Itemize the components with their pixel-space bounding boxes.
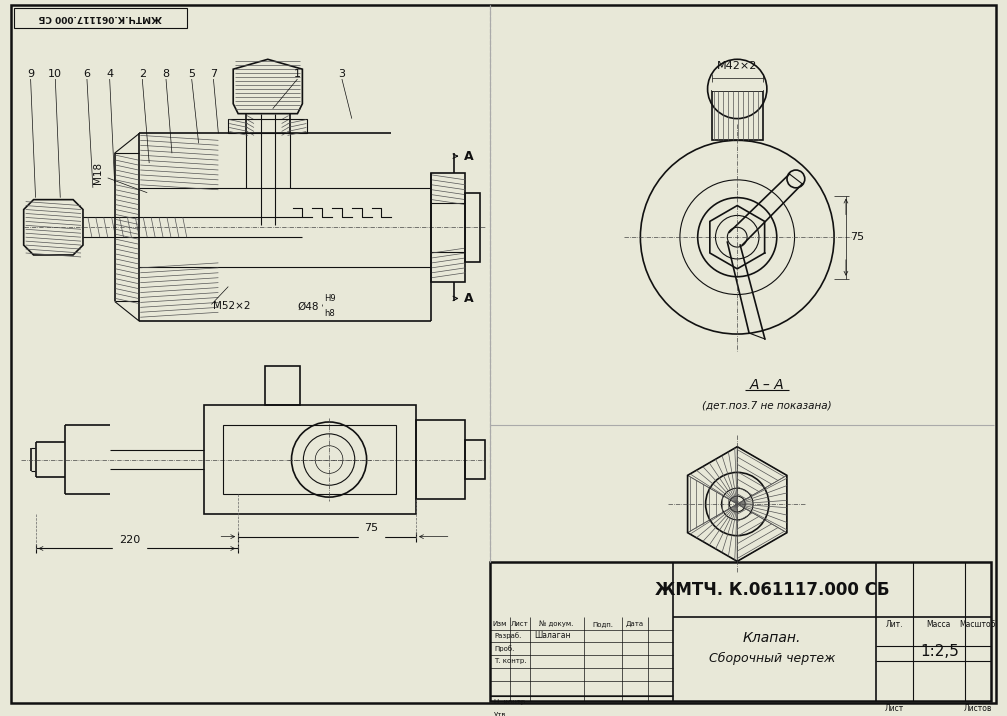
Bar xyxy=(465,440,485,479)
Text: М18: М18 xyxy=(93,162,103,184)
Bar xyxy=(229,119,307,133)
Text: Подп.: Подп. xyxy=(592,621,613,626)
Text: 2: 2 xyxy=(139,69,146,79)
Text: 3: 3 xyxy=(338,69,345,79)
Bar xyxy=(14,8,186,28)
Text: 7: 7 xyxy=(209,69,217,79)
Bar xyxy=(465,193,480,262)
Text: Листов: Листов xyxy=(964,704,992,713)
Bar xyxy=(203,405,416,514)
Text: Шалаган: Шалаган xyxy=(535,631,571,640)
Bar xyxy=(265,366,300,405)
Text: Изм: Изм xyxy=(492,621,508,626)
Text: М42×2: М42×2 xyxy=(717,61,757,71)
Bar xyxy=(712,91,763,140)
Text: Лист: Лист xyxy=(511,621,529,626)
Text: Ø48: Ø48 xyxy=(297,301,319,311)
Text: ЖМТЧ.К.061117.000 СБ: ЖМТЧ.К.061117.000 СБ xyxy=(38,14,161,22)
Text: № докум.: № докум. xyxy=(539,620,574,627)
Text: 4: 4 xyxy=(106,69,113,79)
Text: Н. контр.: Н. контр. xyxy=(494,699,528,705)
Bar xyxy=(224,425,397,494)
Text: А – А: А – А xyxy=(749,379,784,392)
Text: 220: 220 xyxy=(119,535,140,545)
Text: 6: 6 xyxy=(84,69,91,79)
Text: 75: 75 xyxy=(365,523,379,533)
Bar xyxy=(490,562,991,701)
Text: Т. контр.: Т. контр. xyxy=(494,658,527,664)
Bar xyxy=(416,420,465,499)
Text: Лит.: Лит. xyxy=(885,620,903,629)
Bar xyxy=(431,173,465,281)
Text: А: А xyxy=(463,150,473,163)
Text: Разраб.: Разраб. xyxy=(494,632,522,639)
Text: 75: 75 xyxy=(850,232,864,242)
Text: Сборочный чертеж: Сборочный чертеж xyxy=(709,652,835,664)
Text: А: А xyxy=(463,292,473,305)
Text: Масштоб: Масштоб xyxy=(960,620,996,629)
Text: Лист: Лист xyxy=(885,704,904,713)
Text: 8: 8 xyxy=(162,69,169,79)
Text: 5: 5 xyxy=(188,69,195,79)
Text: М52×2: М52×2 xyxy=(213,301,251,311)
Text: 1:2,5: 1:2,5 xyxy=(920,644,960,659)
Text: Клапан.: Клапан. xyxy=(742,632,801,645)
Text: Дата: Дата xyxy=(625,621,643,626)
Text: Масса: Масса xyxy=(926,620,951,629)
Text: 9: 9 xyxy=(27,69,34,79)
Bar xyxy=(712,89,763,91)
Text: (дет.поз.7 не показана): (дет.поз.7 не показана) xyxy=(702,400,832,410)
Text: ЖМТЧ. К.061117.000 СБ: ЖМТЧ. К.061117.000 СБ xyxy=(655,581,889,599)
Text: Проб.: Проб. xyxy=(494,645,515,652)
Text: 10: 10 xyxy=(48,69,62,79)
Text: Утв: Утв xyxy=(494,712,507,716)
Text: H9: H9 xyxy=(324,294,335,304)
Text: 1: 1 xyxy=(294,69,301,79)
Text: h8: h8 xyxy=(324,309,335,319)
